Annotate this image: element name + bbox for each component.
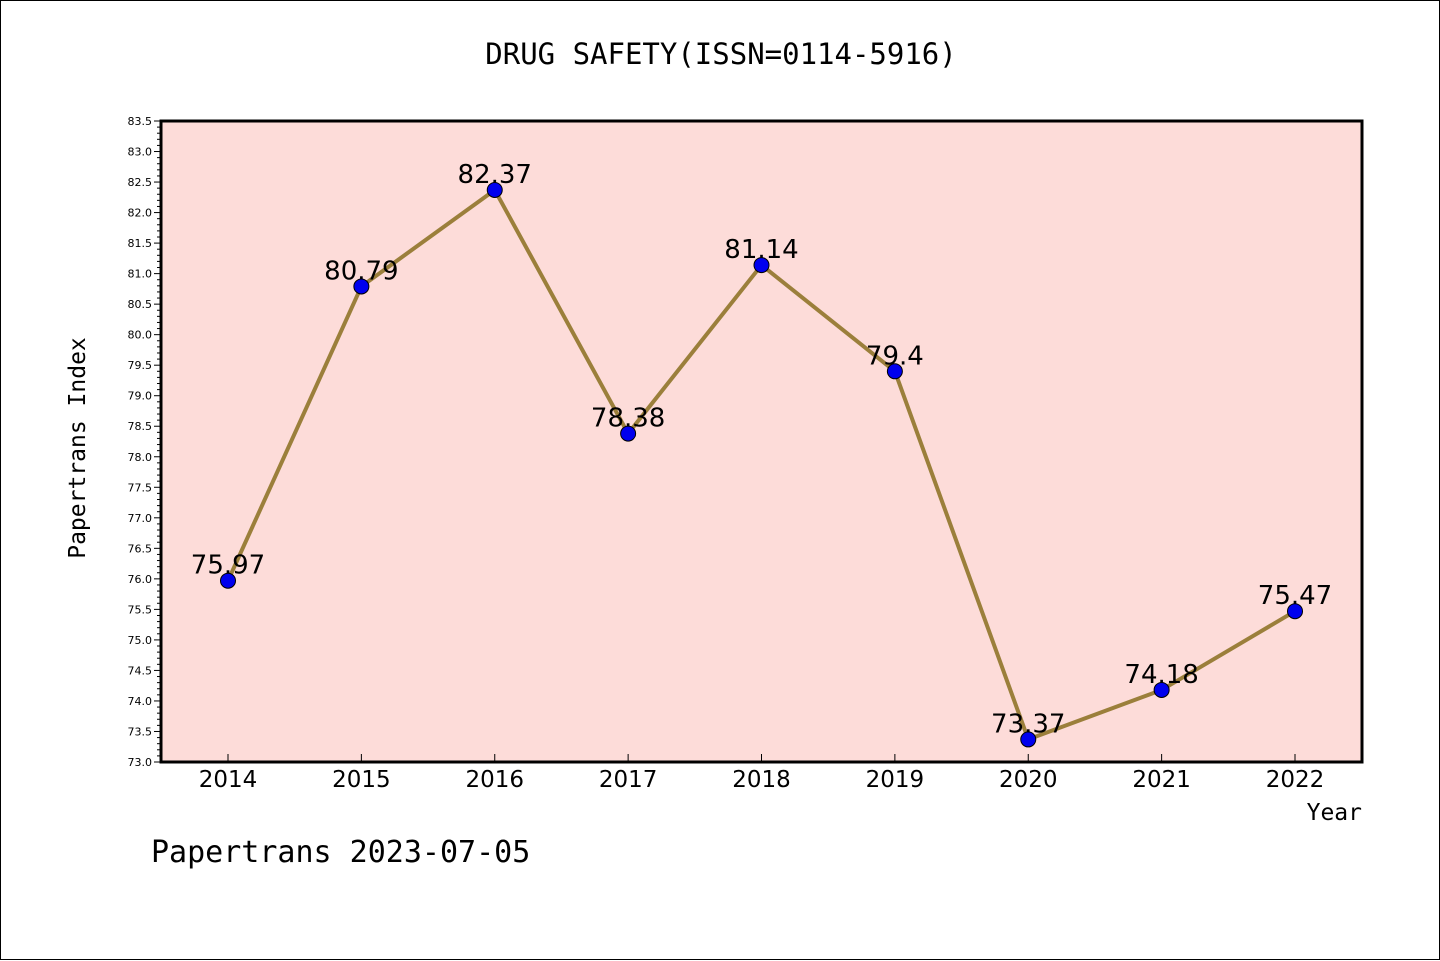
x-tick-label: 2017 — [599, 767, 658, 793]
y-tick-label: 78.5 — [128, 420, 153, 433]
x-tick-label: 2018 — [732, 767, 791, 793]
y-tick-label: 83.5 — [128, 115, 153, 128]
y-axis-label: Papertrans Index — [65, 337, 91, 559]
data-point — [486, 181, 503, 198]
chart-title: DRUG SAFETY(ISSN=0114-5916) — [485, 37, 957, 71]
y-tick-label: 78.0 — [128, 451, 153, 464]
y-tick-label: 82.5 — [128, 176, 153, 189]
y-tick-label: 79.0 — [128, 390, 153, 403]
x-axis-label: Year — [1307, 800, 1362, 826]
data-point — [1287, 603, 1303, 620]
y-tick-label: 80.5 — [128, 298, 153, 311]
data-label: 80.79 — [324, 256, 398, 286]
data-point — [886, 363, 903, 380]
y-tick-label: 79.5 — [128, 359, 153, 372]
x-tick-label: 2022 — [1266, 767, 1325, 793]
data-point — [220, 572, 236, 589]
y-tick-label: 81.5 — [128, 237, 153, 250]
data-label: 82.37 — [458, 160, 532, 190]
x-tick-label: 2019 — [866, 767, 925, 793]
data-point — [1020, 731, 1037, 748]
y-tick-label: 75.0 — [128, 634, 153, 647]
y-tick-label: 73.5 — [128, 725, 153, 738]
data-label: 75.47 — [1258, 581, 1332, 611]
x-tick-label: 2014 — [199, 767, 258, 793]
data-labels: 75.97 80.79 82.37 78.38 81.14 79.4 73.37 74.18 7… — [191, 160, 1332, 739]
y-tick-label: 74.0 — [128, 695, 153, 708]
y-tick-label: 75.5 — [128, 603, 153, 616]
y-tick-label: 83.0 — [128, 146, 153, 159]
y-tick-label: 80.0 — [128, 329, 153, 342]
y-tick-label: 76.5 — [128, 542, 153, 555]
y-tick-label: 73.0 — [128, 756, 153, 769]
data-point — [620, 425, 637, 442]
y-tick-label: 77.5 — [128, 481, 153, 494]
data-label: 75.97 — [191, 551, 265, 581]
y-tick-label: 77.0 — [128, 512, 153, 525]
y-tick-label: 74.5 — [128, 664, 153, 677]
y-tick-label: 76.0 — [128, 573, 153, 586]
data-label: 74.18 — [1124, 660, 1198, 690]
y-tick-label: 82.0 — [128, 207, 153, 220]
x-tick-label: 2020 — [999, 767, 1058, 793]
x-axis: 2014 2015 2016 2017 2018 2019 2020 2021 2022 — [199, 754, 1325, 793]
data-point — [353, 278, 370, 295]
footer-note: Papertrans 2023-07-05 — [151, 835, 531, 870]
y-tick-label: 81.0 — [128, 268, 153, 281]
plot-area — [161, 121, 1362, 762]
data-point — [1153, 681, 1170, 698]
x-tick-label: 2015 — [332, 767, 391, 793]
x-tick-label: 2021 — [1132, 767, 1191, 793]
data-markers — [220, 181, 1303, 748]
plot-border — [159, 119, 1364, 764]
x-tick-label: 2016 — [465, 767, 524, 793]
y-axis: 73.0 73.5 74.0 74.5 75.0 75.5 76.0 76.5 77.0 77.5… — [128, 115, 161, 769]
data-label: 73.37 — [991, 709, 1065, 739]
data-point — [753, 257, 770, 274]
data-label: 78.38 — [591, 404, 665, 434]
data-label: 79.4 — [866, 341, 924, 371]
data-label: 81.14 — [724, 235, 798, 265]
